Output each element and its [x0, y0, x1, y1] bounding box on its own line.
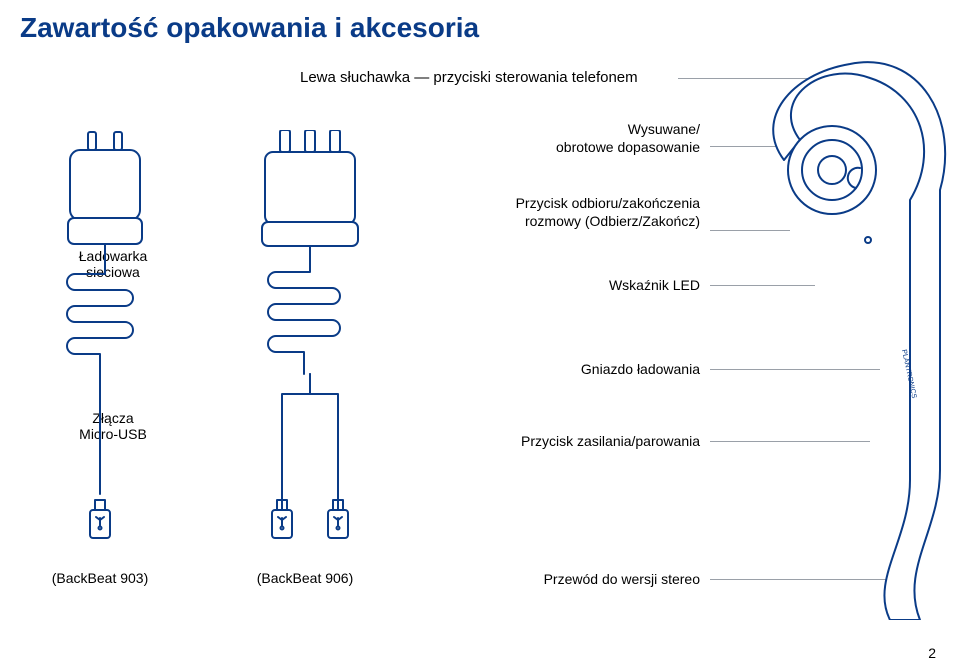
- page-title: Zawartość opakowania i akcesoria: [20, 12, 479, 44]
- label-power: Przycisk zasilania/parowania: [430, 432, 700, 450]
- charger-2-illustration: [220, 130, 400, 550]
- label-b906: (BackBeat 906): [220, 570, 390, 586]
- earpiece-illustration: PLANTRONICS: [760, 60, 960, 620]
- label-b903: (BackBeat 903): [20, 570, 180, 586]
- subtitle: Lewa słuchawka — przyciski sterowania te…: [300, 68, 670, 88]
- page-number: 2: [928, 645, 936, 661]
- label-adjust: Wysuwane/ obrotowe dopasowanie: [430, 120, 700, 156]
- label-call: Przycisk odbioru/zakończenia rozmowy (Od…: [430, 194, 700, 230]
- label-stereo: Przewód do wersji stereo: [430, 570, 700, 588]
- charger-1-illustration: [40, 130, 160, 550]
- label-led: Wskaźnik LED: [430, 276, 700, 294]
- label-charge-port: Gniazdo ładowania: [430, 360, 700, 378]
